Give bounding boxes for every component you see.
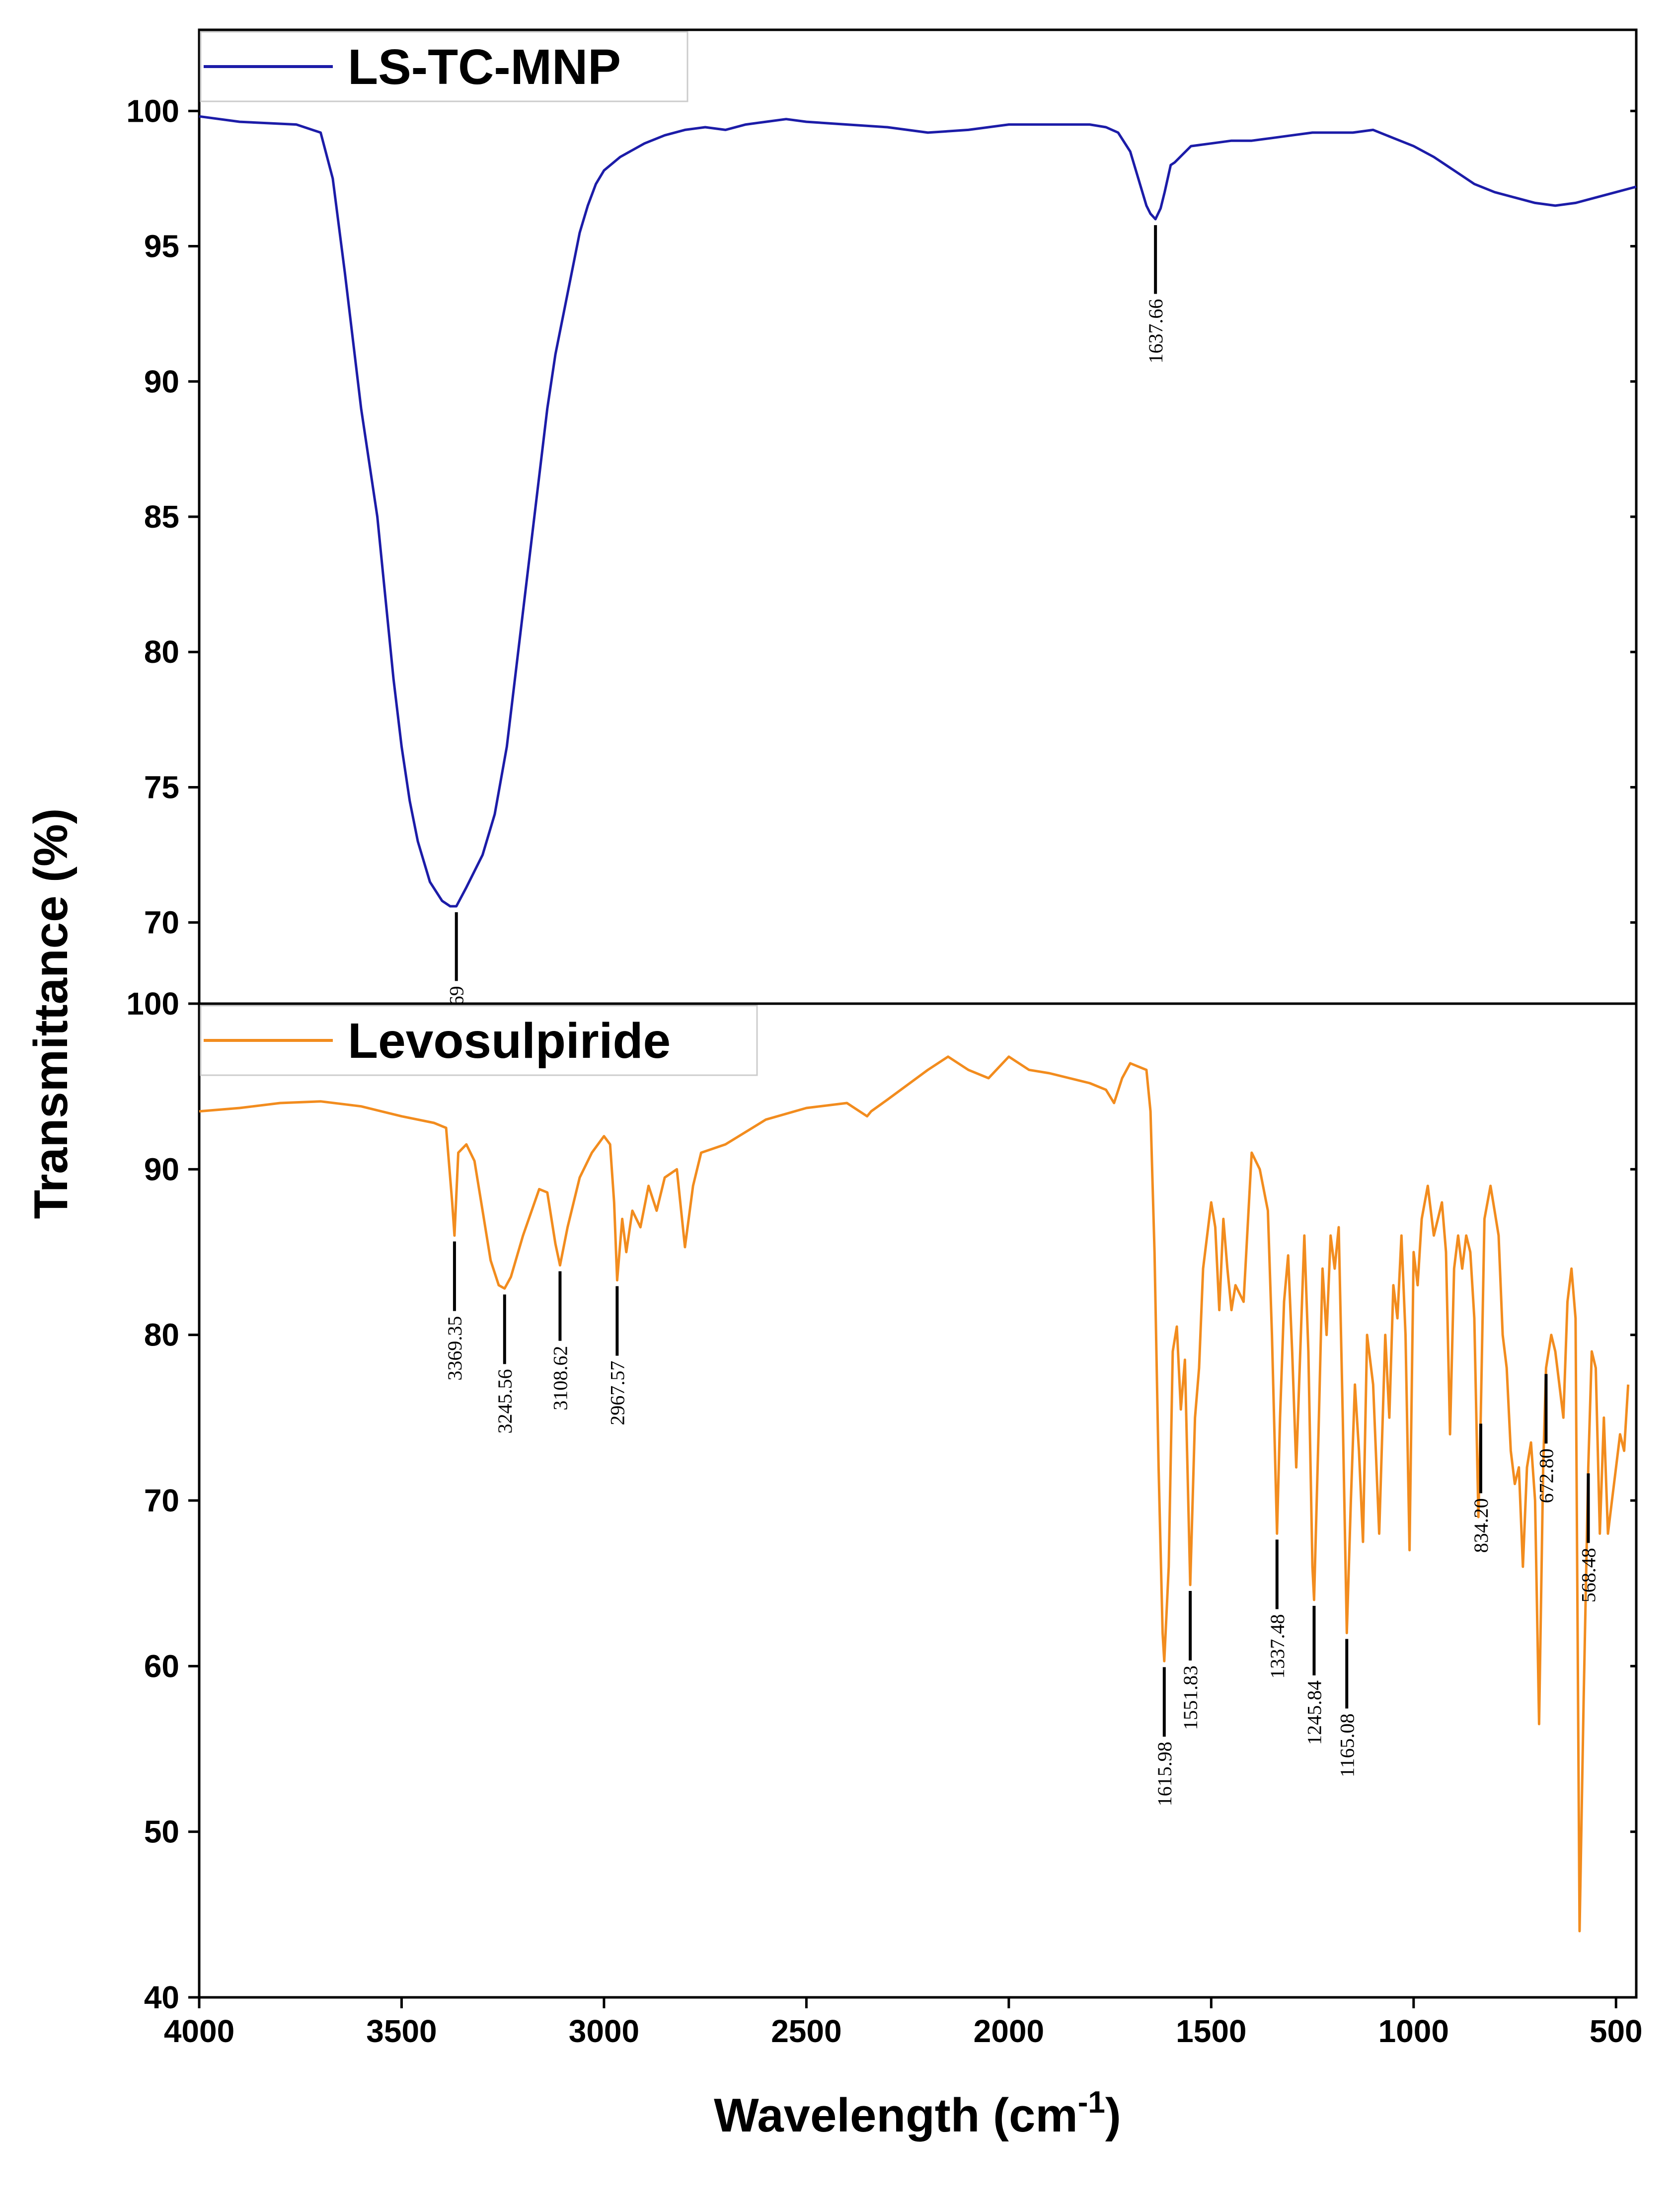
top-y-tick-label: 70 <box>144 905 179 941</box>
x-tick-label: 2000 <box>974 2013 1044 2049</box>
peak-label: 3108.62 <box>549 1346 571 1411</box>
peak-label: 3369.35 <box>444 1316 466 1381</box>
x-tick-label: 2500 <box>771 2013 841 2049</box>
x-axis-title-superscript: -1 <box>1078 2085 1105 2120</box>
bottom-y-tick-label: 90 <box>144 1151 179 1187</box>
top-panel-frame <box>198 28 1638 1005</box>
x-axis-title-main: Wavelength (cm <box>714 2089 1078 2142</box>
x-tick-label: 3000 <box>569 2013 639 2049</box>
bottom-panel-frame <box>198 1002 1638 1999</box>
x-tick-label: 1000 <box>1378 2013 1449 2049</box>
x-axis-title-close: ) <box>1105 2089 1121 2142</box>
peak-label: 1551.83 <box>1179 1665 1202 1730</box>
x-tick-label: 3500 <box>366 2013 437 2049</box>
peak-label: 834.20 <box>1470 1498 1492 1553</box>
bottom-legend: Levosulpiride <box>200 1005 758 1076</box>
bottom-y-tick-label: 60 <box>144 1648 179 1684</box>
bottom-peak-annotations: 3369.35 3245.56 3108.62 2967.57 1615.981551.… <box>444 1241 1599 1806</box>
top-y-axis: 70 75 80 85 90 95 100 <box>126 93 1636 941</box>
peak-label: 2967.57 <box>606 1361 628 1425</box>
bottom-y-tick-label: 70 <box>144 1483 179 1518</box>
bottom-y-axis: 40 50 60 70 80 90 100 <box>126 986 1636 2015</box>
peak-label: 1165.08 <box>1336 1714 1358 1778</box>
x-tick-label: 1500 <box>1176 2013 1246 2049</box>
top-legend: LS-TC-MNP <box>200 31 688 102</box>
ls-tc-mnp-series-line <box>199 115 1637 908</box>
bottom-legend-label: Levosulpiride <box>348 1013 671 1069</box>
bottom-y-tick-label: 80 <box>144 1317 179 1353</box>
x-tick-label: 4000 <box>164 2013 234 2049</box>
peak-label: 1615.98 <box>1153 1741 1176 1806</box>
levosulpiride-series-line <box>199 1055 1630 1933</box>
x-axis: 4000 3500 3000 2500 2000 1500 1000 500 <box>164 1997 1643 2049</box>
bottom-y-tick-label: 40 <box>144 1979 179 2015</box>
y-axis-title: Transmittance (%) <box>24 808 77 1219</box>
x-tick-label: 500 <box>1590 2013 1643 2049</box>
bottom-y-tick-label: 100 <box>126 986 179 1022</box>
top-peak-annotations: 3364.691637.66 <box>446 225 1167 1050</box>
top-y-tick-label: 80 <box>144 634 179 670</box>
top-y-tick-label: 95 <box>144 229 179 264</box>
x-axis-title: Wavelength (cm-1) <box>714 2085 1121 2142</box>
peak-label: 3245.56 <box>494 1369 516 1433</box>
peak-label: 1337.48 <box>1266 1614 1289 1679</box>
bottom-y-tick-label: 50 <box>144 1814 179 1850</box>
top-y-tick-label: 85 <box>144 499 179 535</box>
top-y-tick-label: 90 <box>144 364 179 399</box>
peak-label: 1245.84 <box>1303 1680 1325 1745</box>
peak-label: 672.80 <box>1535 1448 1557 1503</box>
peak-label: 1637.66 <box>1144 299 1167 364</box>
top-legend-label: LS-TC-MNP <box>348 39 621 95</box>
top-y-tick-label: 100 <box>126 93 179 129</box>
top-y-tick-label: 75 <box>144 769 179 805</box>
peak-label: 568.48 <box>1577 1548 1599 1602</box>
